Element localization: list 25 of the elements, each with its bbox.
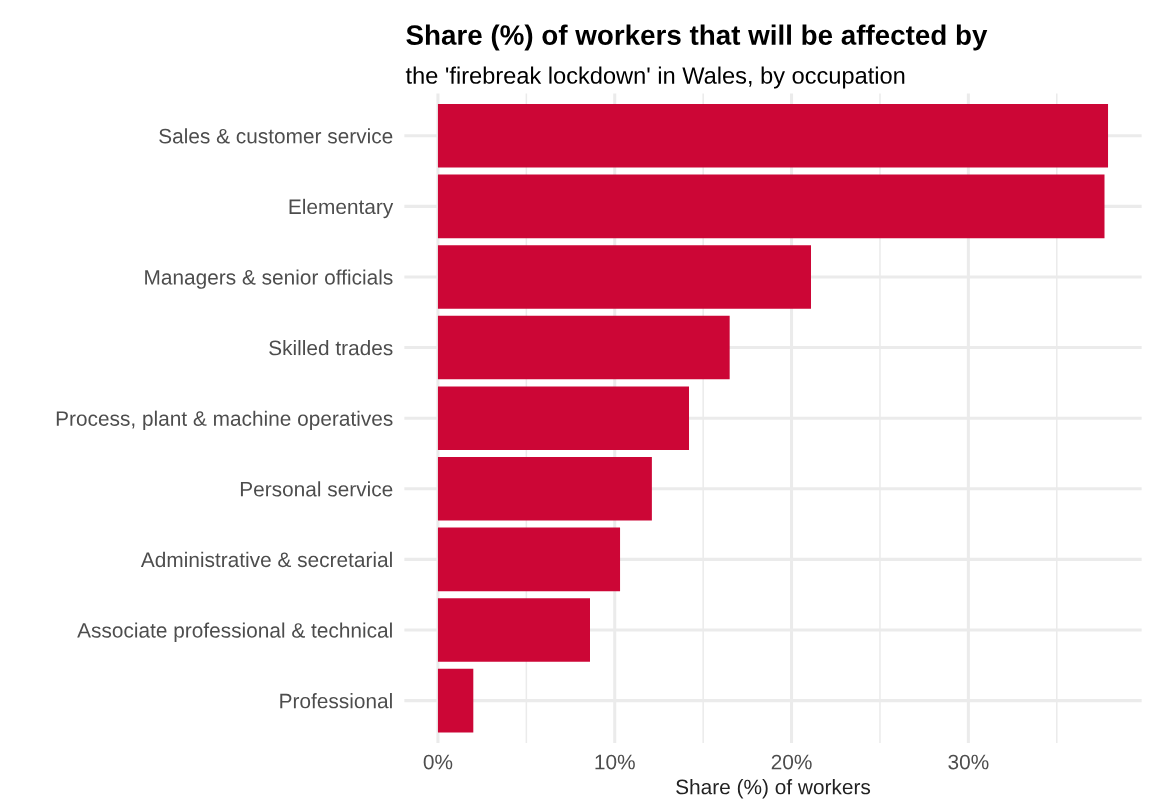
x-axis-title: Share (%) of workers [676,779,871,799]
y-tick-label: Skilled trades [269,340,393,356]
x-tick-label: 10% [595,754,635,770]
x-tick-label: 30% [948,754,989,770]
bar [437,386,690,450]
x-tick-label: 0% [423,754,453,770]
y-tick-label: Associate professional & technical [77,622,392,642]
bar [437,103,1109,168]
y-tick-label: Professional [280,693,392,709]
bar [437,598,590,662]
bar [437,527,621,592]
chart-title: Share (%) of workers that will be affected by [406,24,988,51]
bar [437,245,812,309]
y-tick-label: Personal service [240,481,393,497]
y-tick-label: Managers & senior officials [145,269,393,289]
y-tick-label: Process, plant & machine operatives [56,410,393,431]
x-tick-label: 20% [771,754,812,770]
bar [437,315,730,380]
bar [437,174,1105,239]
bar [437,457,652,521]
chart-subtitle: the 'firebreak lockdown' in Wales, by occupation [405,66,905,89]
y-tick-label: Elementary [289,198,394,219]
y-tick-label: Administrative & secretarial [140,551,392,568]
bar [437,668,474,733]
y-tick-label: Sales & customer service [159,128,393,144]
